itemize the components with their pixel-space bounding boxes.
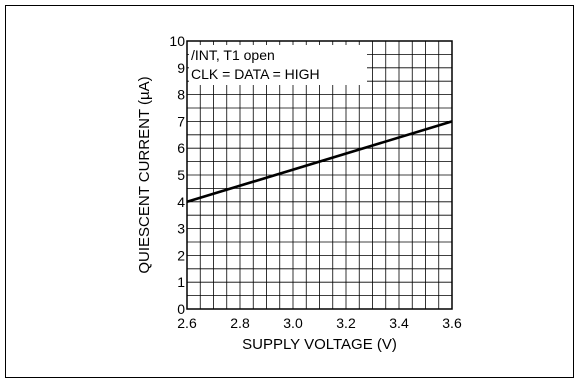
x-tick-label: 3.0: [283, 315, 303, 331]
condition-note-background: [189, 45, 367, 85]
x-tick-label: 3.4: [389, 315, 409, 331]
figure-frame: [5, 5, 574, 378]
plot-area-border: [186, 40, 453, 310]
condition-note-line-2: CLK = DATA = HIGH: [191, 66, 320, 82]
series-group: [186, 120, 453, 204]
x-tick-labels: 2.6 2.8 3.0 3.2 3.4 3.6: [177, 315, 462, 331]
y-tick-label: 10: [169, 33, 185, 49]
series-line: [186, 120, 453, 204]
condition-note-line-1: /INT, T1 open: [191, 47, 275, 63]
x-tick-label: 2.8: [230, 315, 250, 331]
y-tick-label: 0: [177, 301, 185, 317]
y-tick-label: 6: [177, 140, 185, 156]
y-tick-label: 1: [177, 274, 185, 290]
condition-note: /INT, T1 open CLK = DATA = HIGH: [189, 45, 367, 85]
grid: [187, 41, 452, 309]
x-axis-label: SUPPLY VOLTAGE (V): [242, 336, 397, 353]
y-tick-labels: 0 1 2 3 4 5 6 7 8 9 10: [169, 33, 185, 317]
x-tick-label: 3.2: [336, 315, 356, 331]
x-tick-label: 2.6: [177, 315, 197, 331]
y-tick-label: 8: [177, 87, 185, 103]
y-tick-label: 9: [177, 60, 185, 76]
y-axis-label: QUIESCENT CURRENT (µA): [136, 76, 153, 273]
y-tick-label: 7: [177, 113, 185, 129]
y-tick-label: 4: [177, 194, 185, 210]
y-tick-label: 5: [177, 167, 185, 183]
y-tick-label: 3: [177, 221, 185, 237]
y-tick-label: 2: [177, 247, 185, 263]
x-tick-label: 3.6: [442, 315, 462, 331]
